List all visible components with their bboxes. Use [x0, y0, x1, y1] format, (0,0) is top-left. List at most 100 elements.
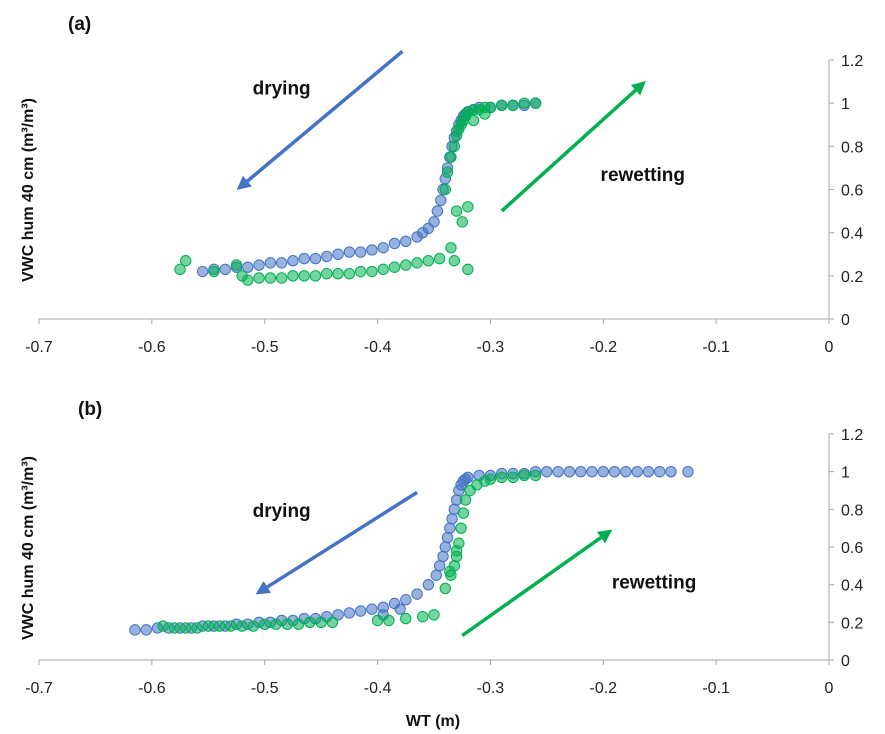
rewetting-point	[253, 272, 265, 284]
x-tick-label: -0.2	[589, 339, 617, 356]
rewetting-point	[366, 265, 378, 278]
drying-point	[219, 263, 231, 276]
drying-point	[642, 465, 655, 478]
x-tick-label: -0.3	[477, 680, 505, 697]
y-tick-label: 0.6	[841, 183, 863, 200]
x-tick-label: -0.6	[138, 339, 166, 356]
rewetting-point	[529, 469, 542, 482]
drying-point	[377, 242, 389, 254]
rewetting-point	[202, 620, 214, 632]
rewetting-point	[354, 265, 367, 278]
drying-point	[264, 257, 277, 269]
drying-point	[608, 465, 621, 478]
rewetting-point	[168, 622, 181, 634]
y-tick-label: 0.4	[841, 578, 863, 595]
rewetting-point	[445, 151, 457, 163]
y-tick-label: 1.2	[841, 53, 863, 70]
annotation-drying: drying	[253, 501, 311, 522]
panel-label: (a)	[68, 14, 91, 35]
x-tick-label: -0.3	[477, 339, 505, 356]
panel-label: (b)	[78, 399, 102, 420]
drying-point	[654, 465, 666, 478]
drying-point	[411, 588, 423, 600]
drying-point	[343, 607, 356, 619]
drying-point	[332, 609, 344, 621]
rewetting-point	[444, 565, 456, 578]
drying-point	[298, 252, 310, 265]
rewetting-point	[225, 620, 237, 632]
rewetting-point	[213, 620, 226, 632]
rewetting-point	[507, 99, 519, 112]
y-tick-label: 1	[841, 465, 850, 482]
drying-point	[422, 578, 435, 591]
drying-point	[309, 252, 322, 265]
drying-point	[140, 624, 152, 636]
rewetting-point	[400, 259, 412, 271]
drying-point	[439, 541, 451, 553]
drying-point	[366, 244, 378, 256]
rewetting-point	[321, 267, 333, 280]
rewetting-point	[180, 622, 192, 634]
rewetting-point	[433, 252, 446, 265]
drying-point	[242, 261, 254, 273]
rewetting-point	[304, 616, 316, 629]
x-tick-label: -0.6	[138, 680, 166, 697]
rewetting-point	[428, 609, 440, 621]
rewetting-point	[388, 261, 401, 273]
rewetting-point	[496, 471, 508, 484]
drying-point	[354, 605, 367, 617]
y-axis-title: VWC hum 40 cm (m³/m³)	[20, 98, 37, 282]
rewetting-point	[484, 473, 497, 485]
rewetting-point	[448, 255, 461, 267]
y-tick-label: 1.2	[841, 427, 863, 444]
drying-point	[354, 246, 367, 258]
y-tick-label: 0.8	[841, 502, 863, 519]
rewetting-point	[459, 494, 472, 506]
x-tick-label: -0.7	[25, 339, 53, 356]
rewetting-point	[445, 242, 457, 254]
rewetting-point	[270, 618, 282, 630]
annotation-rewetting: rewetting	[612, 572, 696, 593]
y-tick-label: 0.4	[841, 226, 863, 243]
x-tick-label: -0.1	[702, 680, 730, 697]
rewetting-point	[191, 622, 203, 634]
drying-point	[563, 465, 576, 478]
rewetting-point	[462, 201, 474, 213]
drying-point	[462, 471, 474, 484]
chart-panel-b: -0.7 -0.6 -0.5 -0.4 -0.3 -0.2 -0.1 00 0.2 0.4 0.6 0…	[20, 399, 863, 730]
rewetting-point	[247, 620, 260, 632]
x-axis-title: WT (m)	[406, 713, 460, 730]
drying-point	[321, 250, 333, 263]
drying-point	[665, 465, 677, 478]
rewetting-point	[208, 265, 220, 278]
annotation-rewetting: rewetting	[601, 165, 685, 186]
y-tick-label: 0.2	[841, 269, 863, 286]
rewetting-point	[439, 183, 451, 196]
rewetting-point	[287, 270, 299, 282]
rewetting-point	[450, 205, 463, 217]
drying-point	[275, 257, 288, 269]
rewetting-point	[230, 259, 243, 271]
rewetting-point	[264, 272, 277, 284]
rewetting-point	[157, 620, 169, 632]
rewetting-point	[457, 507, 470, 519]
drying-point	[444, 522, 456, 534]
y-tick-label: 0	[841, 653, 850, 670]
drying-arrow	[255, 490, 419, 595]
rewetting-point	[309, 270, 322, 282]
rewetting-arrow	[500, 80, 646, 213]
rewetting-point	[180, 255, 192, 267]
drying-point	[253, 259, 265, 271]
drying-point	[366, 603, 378, 615]
drying-point	[575, 465, 587, 478]
drying-point	[343, 246, 356, 258]
rewetting-point	[281, 618, 293, 630]
drying-point	[597, 465, 609, 478]
drying-point	[541, 465, 553, 478]
rewetting-point	[456, 216, 468, 228]
drying-point	[431, 205, 444, 217]
y-tick-label: 1	[841, 96, 850, 113]
rewetting-point	[315, 616, 327, 629]
rewetting-point	[371, 614, 384, 627]
